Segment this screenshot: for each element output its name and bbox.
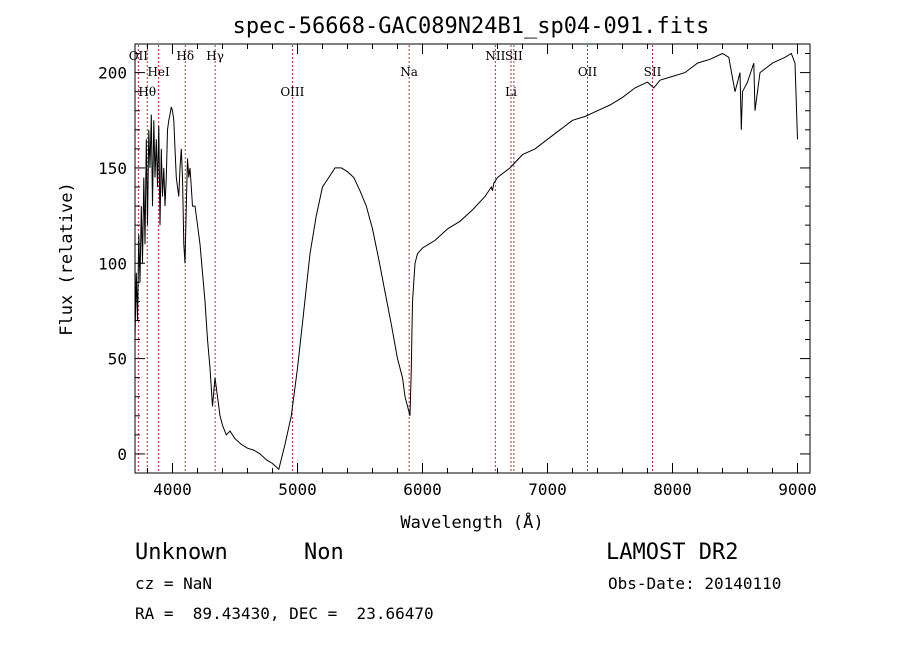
line-marker-label: Hδ (176, 49, 194, 63)
redshift-label: cz = NaN (135, 574, 212, 593)
y-axis-label: Flux (relative) (57, 182, 77, 336)
line-marker-label: SII (505, 49, 523, 63)
x-tick-label: 8000 (653, 480, 692, 499)
y-tick-label: 150 (98, 159, 127, 178)
line-marker-label: Hθ (138, 85, 156, 99)
line-marker-label: HeI (147, 65, 170, 79)
emission-line-markers (137, 45, 653, 472)
line-marker-label: OIII (280, 85, 304, 99)
line-marker-label: Li (505, 85, 517, 99)
survey-name: LAMOST DR2 (606, 540, 738, 565)
line-marker-label: Na (400, 65, 418, 79)
x-tick-label: 9000 (778, 480, 817, 499)
line-marker-label: OII (129, 49, 149, 63)
x-axis-ticks: 4000 5000 6000 7000 8000 9000 (147, 44, 817, 499)
emission-line-labels: OII Hθ HeI Hδ Hγ OIII Na NII Li SII OII SII (129, 49, 662, 99)
y-tick-label: 200 (98, 64, 127, 83)
object-class: Unknown (135, 540, 228, 565)
x-axis-label: Wavelength (Å) (400, 511, 543, 533)
y-axis-ticks: 0 50 100 150 200 (98, 53, 810, 474)
y-tick-label: 0 (117, 445, 127, 464)
line-marker-label: OII (578, 65, 598, 79)
coordinates: RA = 89.43430, DEC = 23.66470 (135, 604, 434, 623)
y-tick-label: 50 (108, 350, 127, 369)
chart-title: spec-56668-GAC089N24B1_sp04-091.fits (233, 14, 710, 39)
spectrum-line (134, 52, 798, 471)
x-tick-label: 7000 (528, 480, 567, 499)
plot-frame (134, 43, 811, 474)
x-tick-label: 4000 (153, 480, 192, 499)
line-marker-label: SII (644, 65, 662, 79)
observation-date: Obs-Date: 20140110 (608, 574, 781, 593)
y-tick-label: 100 (98, 254, 127, 273)
line-marker-label: NII (485, 49, 505, 63)
object-subclass: Non (304, 540, 344, 565)
x-tick-label: 6000 (403, 480, 442, 499)
x-tick-label: 5000 (278, 480, 317, 499)
line-marker-label: Hγ (206, 49, 224, 63)
